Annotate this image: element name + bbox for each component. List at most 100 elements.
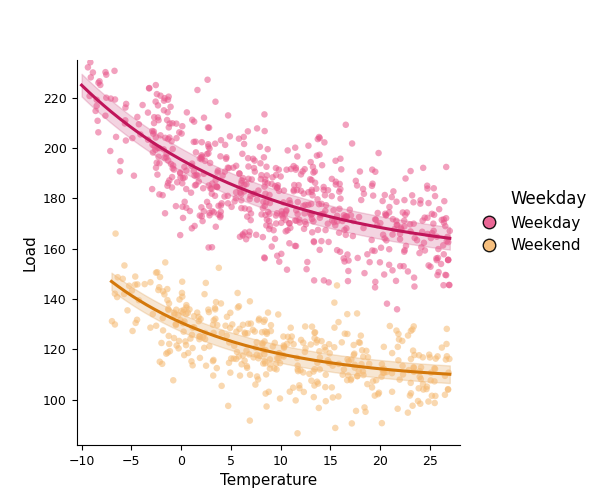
Point [239,140,249,148]
Point [401,174,411,182]
Point [267,242,276,250]
Point [120,290,129,298]
Point [222,313,232,321]
Point [272,210,282,218]
Point [169,308,179,316]
Point [180,318,189,326]
Point [309,393,319,401]
Point [212,183,222,191]
Point [211,298,221,306]
Point [408,402,417,409]
Point [199,170,208,178]
Point [306,200,316,208]
Point [174,337,184,345]
Point [187,160,197,168]
Point [83,64,93,72]
Point [344,358,354,366]
Point [210,192,220,200]
Point [237,360,246,368]
Point [188,344,197,352]
Point [191,180,201,188]
Point [211,176,221,184]
Point [308,218,318,226]
Point [443,233,452,241]
Point [277,208,287,216]
Point [134,120,144,128]
Point [110,320,120,328]
Point [186,334,196,342]
Point [249,164,259,172]
Point [300,348,310,356]
Point [281,216,291,224]
Point [252,338,262,346]
Point [192,172,202,179]
Point [189,172,199,179]
Point [126,42,135,50]
Point [167,173,177,181]
Point [175,316,185,324]
Point [395,235,405,243]
Point [283,333,293,341]
Point [278,198,288,206]
Point [261,198,271,206]
Point [183,309,192,317]
Point [254,314,264,322]
Point [266,321,276,329]
Point [370,247,379,255]
Point [271,164,281,172]
Point [441,356,451,364]
Point [300,210,310,218]
Point [282,266,292,274]
Point [315,134,325,142]
Point [131,272,140,280]
Point [272,360,281,368]
Point [375,219,385,227]
Point [431,354,441,362]
Point [349,341,359,349]
Point [324,340,334,348]
Point [194,317,204,325]
Point [138,101,148,109]
Point [179,328,189,336]
Point [340,214,349,222]
Point [342,212,352,220]
Point [350,364,360,372]
Point [252,351,262,359]
Point [197,152,207,160]
Point [353,254,363,262]
Point [121,100,131,108]
Point [417,228,427,236]
Point [311,338,321,346]
Point [373,209,383,217]
Point [242,180,251,188]
Point [229,354,238,362]
Point [370,278,380,286]
Point [173,311,183,319]
Point [349,351,359,359]
Point [166,103,175,111]
Point [181,204,191,212]
Point [172,134,181,142]
Point [387,230,397,238]
Point [205,209,215,217]
Point [134,296,143,304]
Point [359,353,368,361]
Point [188,324,197,332]
Point [226,309,235,317]
Point [340,258,349,266]
Point [327,384,337,392]
Point [395,230,405,238]
Point [271,212,281,220]
Point [291,217,301,225]
Point [357,360,367,368]
Point [416,244,426,252]
Point [163,348,173,356]
Point [116,157,126,165]
Point [199,114,209,122]
Point [334,188,344,196]
Point [201,279,211,287]
Point [162,182,172,190]
Point [395,262,405,270]
Point [251,231,261,239]
Point [382,300,392,308]
